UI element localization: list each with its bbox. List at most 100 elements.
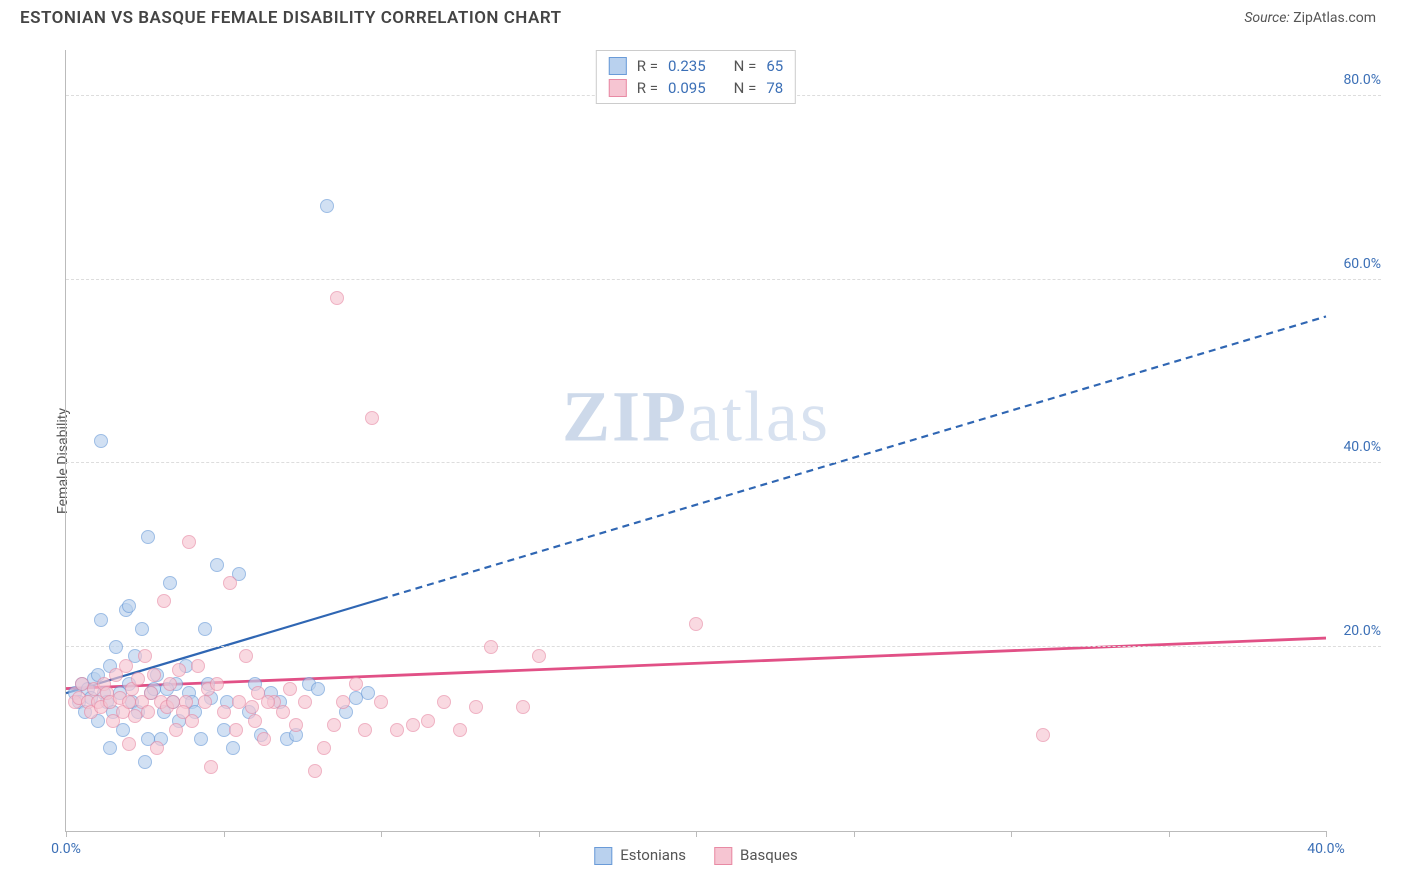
scatter-point bbox=[317, 741, 331, 755]
scatter-point bbox=[248, 714, 262, 728]
swatch-basques bbox=[714, 847, 732, 865]
x-tick bbox=[539, 831, 540, 837]
scatter-point bbox=[198, 622, 212, 636]
scatter-point bbox=[1036, 728, 1050, 742]
scatter-point bbox=[147, 668, 161, 682]
y-tick-label: 40.0% bbox=[1337, 439, 1381, 455]
legend-item-estonians: Estonians bbox=[594, 846, 686, 865]
scatter-point bbox=[194, 732, 208, 746]
legend-item-basques: Basques bbox=[714, 846, 798, 865]
scatter-point bbox=[204, 760, 218, 774]
y-tick-label: 20.0% bbox=[1337, 623, 1381, 639]
r-value-basques: 0.095 bbox=[668, 79, 706, 97]
n-value-estonians: 65 bbox=[766, 57, 783, 75]
legend-label-basques: Basques bbox=[740, 846, 798, 864]
chart-area: Female Disability ZIPatlas R = 0.235 N =… bbox=[20, 40, 1386, 882]
scatter-point bbox=[226, 741, 240, 755]
swatch-estonians bbox=[594, 847, 612, 865]
gridline-horizontal bbox=[66, 279, 1381, 280]
y-tick-label: 80.0% bbox=[1337, 72, 1381, 88]
scatter-point bbox=[109, 640, 123, 654]
n-value-basques: 78 bbox=[766, 79, 783, 97]
scatter-point bbox=[198, 695, 212, 709]
legend-row-basques: R = 0.095 N = 78 bbox=[609, 77, 783, 99]
scatter-point bbox=[245, 700, 259, 714]
legend-label-estonians: Estonians bbox=[620, 846, 686, 864]
scatter-point bbox=[141, 705, 155, 719]
x-tick-label: 40.0% bbox=[1307, 841, 1345, 857]
scatter-point bbox=[210, 677, 224, 691]
gridline-horizontal bbox=[66, 646, 1381, 647]
scatter-point bbox=[516, 700, 530, 714]
chart-title: ESTONIAN VS BASQUE FEMALE DISABILITY COR… bbox=[20, 8, 562, 28]
scatter-point bbox=[257, 732, 271, 746]
swatch-basques bbox=[609, 79, 627, 97]
scatter-point bbox=[358, 723, 372, 737]
scatter-point bbox=[135, 622, 149, 636]
scatter-point bbox=[469, 700, 483, 714]
scatter-point bbox=[421, 714, 435, 728]
scatter-point bbox=[311, 682, 325, 696]
scatter-point bbox=[327, 718, 341, 732]
swatch-estonians bbox=[609, 57, 627, 75]
scatter-point bbox=[406, 718, 420, 732]
scatter-point bbox=[374, 695, 388, 709]
scatter-point bbox=[163, 677, 177, 691]
scatter-point bbox=[131, 672, 145, 686]
scatter-point bbox=[223, 576, 237, 590]
source-name: ZipAtlas.com bbox=[1293, 10, 1376, 26]
scatter-point bbox=[172, 663, 186, 677]
scatter-point bbox=[119, 659, 133, 673]
plot-region: ZIPatlas R = 0.235 N = 65 R = 0.095 N = … bbox=[65, 50, 1326, 832]
scatter-point bbox=[289, 718, 303, 732]
scatter-point bbox=[210, 558, 224, 572]
scatter-point bbox=[169, 723, 183, 737]
scatter-point bbox=[150, 741, 164, 755]
scatter-point bbox=[349, 677, 363, 691]
scatter-point bbox=[122, 599, 136, 613]
scatter-point bbox=[94, 613, 108, 627]
scatter-point bbox=[157, 594, 171, 608]
scatter-point bbox=[261, 695, 275, 709]
n-label: N = bbox=[734, 79, 757, 97]
scatter-point bbox=[182, 535, 196, 549]
scatter-point bbox=[308, 764, 322, 778]
scatter-point bbox=[176, 705, 190, 719]
x-tick bbox=[1326, 831, 1327, 837]
x-tick bbox=[381, 831, 382, 837]
source-prefix: Source: bbox=[1244, 10, 1293, 26]
gridline-horizontal bbox=[66, 462, 1381, 463]
x-tick bbox=[854, 831, 855, 837]
trend-line bbox=[381, 316, 1326, 599]
scatter-point bbox=[283, 682, 297, 696]
scatter-point bbox=[484, 640, 498, 654]
scatter-point bbox=[138, 755, 152, 769]
correlation-legend: R = 0.235 N = 65 R = 0.095 N = 78 bbox=[596, 50, 796, 104]
scatter-point bbox=[453, 723, 467, 737]
scatter-point bbox=[365, 411, 379, 425]
scatter-point bbox=[336, 695, 350, 709]
x-tick bbox=[1011, 831, 1012, 837]
scatter-point bbox=[437, 695, 451, 709]
scatter-point bbox=[138, 649, 152, 663]
r-value-estonians: 0.235 bbox=[668, 57, 706, 75]
x-tick bbox=[696, 831, 697, 837]
scatter-point bbox=[276, 705, 290, 719]
scatter-point bbox=[239, 649, 253, 663]
series-legend: Estonians Basques bbox=[594, 846, 797, 865]
scatter-point bbox=[689, 617, 703, 631]
scatter-point bbox=[163, 576, 177, 590]
legend-row-estonians: R = 0.235 N = 65 bbox=[609, 55, 783, 77]
source-attribution: Source: ZipAtlas.com bbox=[1244, 10, 1376, 26]
scatter-point bbox=[390, 723, 404, 737]
x-tick-label: 0.0% bbox=[51, 841, 81, 857]
scatter-point bbox=[141, 530, 155, 544]
scatter-point bbox=[94, 434, 108, 448]
scatter-point bbox=[532, 649, 546, 663]
x-tick bbox=[66, 831, 67, 837]
scatter-point bbox=[191, 659, 205, 673]
n-label: N = bbox=[734, 57, 757, 75]
y-tick-label: 60.0% bbox=[1337, 256, 1381, 272]
r-label: R = bbox=[637, 79, 658, 97]
x-tick bbox=[224, 831, 225, 837]
